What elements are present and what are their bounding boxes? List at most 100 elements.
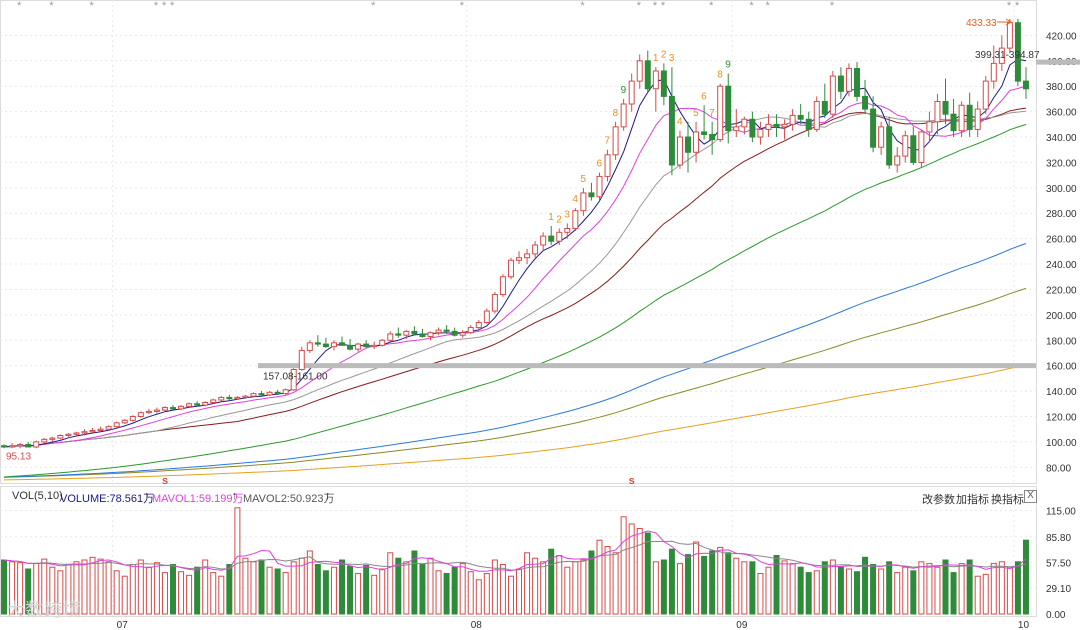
candle-body [161, 407, 168, 411]
td-count-label: 6 [701, 91, 707, 102]
candle-body [121, 419, 128, 424]
candle-body [902, 135, 909, 157]
volume-bar [507, 575, 514, 615]
td-count-label: 4 [677, 117, 683, 128]
mavol2-value: MAVOL2:50.923万 [243, 493, 335, 505]
candle-body [153, 409, 160, 412]
candle-body [733, 126, 740, 132]
volume-bar [982, 573, 989, 615]
close-icon[interactable]: X [1024, 490, 1037, 503]
volume-bar [435, 570, 442, 615]
candle-body [516, 257, 523, 261]
range-price-label: 399.31-394.87 [975, 50, 1040, 61]
volume-bar [862, 556, 869, 615]
volume-bar [532, 557, 539, 615]
watermark-text: 大数跨境 [6, 600, 82, 620]
candle-body [693, 131, 700, 153]
volume-bar [668, 548, 675, 615]
volume-bar [57, 570, 64, 615]
event-marker-icon: * [661, 0, 666, 12]
candle-body [765, 123, 772, 130]
volume-bar [491, 559, 498, 615]
volume-bar [338, 559, 345, 615]
add-indicator-button[interactable]: 加指标 [956, 494, 989, 506]
candle-body [250, 393, 257, 397]
volume-bar [709, 550, 716, 615]
volume-bar [878, 568, 885, 615]
volume-bar [588, 550, 595, 615]
candle-body [773, 123, 780, 128]
volume-bar [363, 564, 370, 615]
mavol1-line [3, 530, 1027, 572]
event-marker-icon: * [709, 0, 714, 12]
candle-body [483, 310, 490, 323]
volume-bar [25, 568, 32, 615]
candle-body [701, 131, 708, 135]
candle-body [451, 330, 458, 336]
candle-body [137, 412, 144, 417]
volume-bar [153, 562, 160, 615]
candle-body [234, 396, 241, 400]
volume-bar [274, 568, 281, 615]
volume-bar [604, 546, 611, 615]
candle-body [371, 344, 378, 348]
candle-body [129, 415, 136, 421]
volume-bar [379, 568, 386, 615]
candle-body [57, 435, 64, 439]
candle-body [918, 131, 925, 163]
event-marker-icon: * [1007, 0, 1012, 12]
change-params-button[interactable]: 改参数 [922, 494, 955, 506]
volume-bar [845, 568, 852, 615]
price-tick-label: 380.00 [1046, 82, 1077, 93]
volume-bar [685, 554, 692, 615]
candle-body [741, 118, 748, 128]
volume-bar [942, 559, 949, 615]
start-price-label: 95.13 [6, 452, 31, 463]
volume-bar [306, 550, 313, 615]
volume-bar [974, 575, 981, 615]
volume-bar [572, 561, 579, 615]
candle-body [709, 133, 716, 141]
volume-bar [355, 573, 362, 615]
event-marker-icon: * [162, 0, 167, 12]
candle-body [652, 70, 659, 90]
event-marker-icon: * [580, 0, 585, 12]
event-marker-icon: * [637, 0, 642, 12]
volume-bar [73, 561, 80, 615]
volume-bar [9, 561, 16, 615]
price-tick-label: 220.00 [1046, 285, 1077, 296]
switch-indicator-button[interactable]: 换指标 [991, 494, 1024, 506]
candle-body [65, 433, 72, 437]
td-count-label: 3 [564, 209, 570, 220]
volume-bar [548, 548, 555, 615]
candle-body [564, 227, 571, 233]
candle-body [990, 62, 997, 82]
volume-tick-label: 29.10 [1046, 584, 1071, 595]
candle-body [459, 332, 466, 336]
volume-bar [524, 552, 531, 615]
candle-body [322, 343, 329, 348]
volume-bar [266, 566, 273, 615]
candle-body [347, 344, 354, 350]
candle-body [403, 330, 410, 336]
price-tick-label: 140.00 [1046, 387, 1077, 398]
volume-bar [105, 561, 112, 615]
candle-body [25, 443, 32, 448]
td-count-label: 2 [556, 214, 562, 225]
event-marker-icon: * [49, 0, 54, 12]
candle-body [363, 343, 370, 348]
volume-bar [202, 559, 209, 615]
ma60-line [3, 124, 1027, 478]
price-tick-label: 340.00 [1046, 133, 1077, 144]
volume-panel-frame [0, 486, 1037, 617]
candle-body [596, 175, 603, 198]
vol-indicator-label[interactable]: VOL(5,10) [12, 490, 63, 502]
volume-bar [467, 571, 474, 615]
event-marker-icon: * [154, 0, 159, 12]
candle-body [41, 438, 48, 443]
event-marker-icon: * [90, 0, 95, 12]
price-tick-label: 160.00 [1046, 362, 1077, 373]
candle-body [636, 60, 643, 82]
price-tick-label: 120.00 [1046, 412, 1077, 423]
